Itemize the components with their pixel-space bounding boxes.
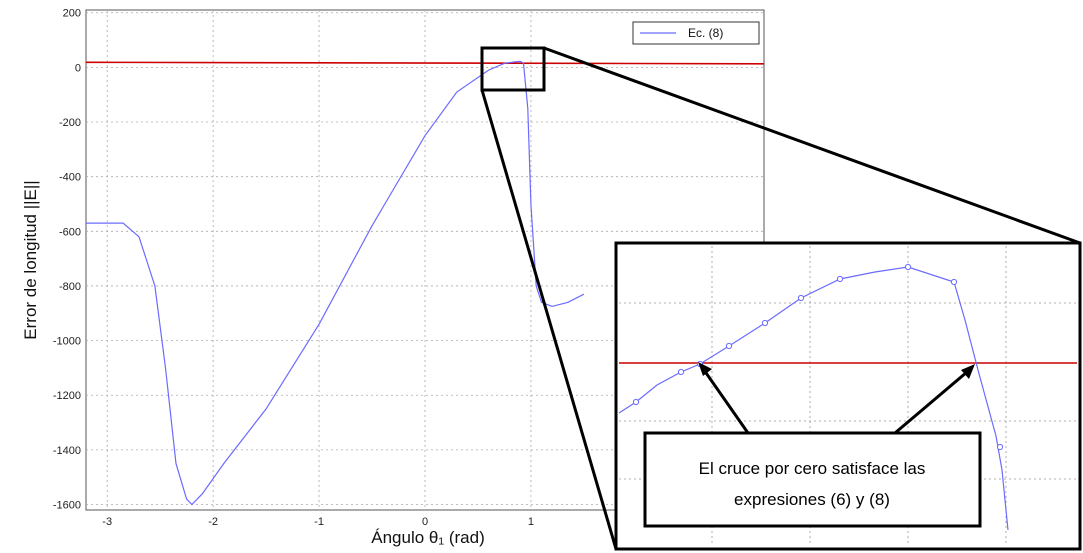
x-tick-label: 1 — [528, 516, 534, 528]
x-axis-ticks: -3 -2 -1 0 1 — [102, 516, 534, 528]
y-tick-label: -1600 — [53, 500, 81, 512]
annotation-text-line2: expresiones (6) y (8) — [734, 490, 890, 509]
y-axis-ticks: 200 0 -200 -400 -600 -800 -1000 -1200 -1400 -1600 — [53, 8, 81, 512]
legend-entry-label: Ec. (8) — [688, 26, 723, 40]
inset-marker — [761, 319, 769, 327]
x-tick-label: -1 — [314, 516, 324, 528]
x-axis-label: Ángulo θ₁ (rad) — [371, 528, 484, 547]
x-tick-label: 0 — [422, 516, 428, 528]
zoom-inset: El cruce por cero satisface las expresio… — [614, 241, 1082, 551]
annotation-text-line1: El cruce por cero satisface las — [699, 459, 926, 478]
inset-marker — [725, 342, 733, 350]
y-tick-label: 0 — [75, 62, 81, 74]
inset-marker — [950, 278, 958, 286]
zoom-selection-box — [480, 46, 546, 92]
zoom-connector-top — [543, 46, 1081, 245]
inset-marker — [996, 443, 1004, 451]
y-tick-label: -600 — [59, 226, 81, 238]
legend: Ec. (8) — [632, 21, 760, 45]
inset-marker — [904, 263, 912, 271]
inset-marker — [836, 275, 844, 283]
inset-marker — [677, 368, 685, 376]
inset-marker — [632, 398, 640, 406]
y-axis-label: Error de longitud ||E|| — [21, 180, 40, 339]
y-tick-label: -1200 — [53, 390, 81, 402]
x-tick-label: -3 — [102, 516, 112, 528]
y-tick-label: -200 — [59, 117, 81, 129]
arrowhead-right — [961, 364, 975, 379]
zoom-connector-bottom — [480, 89, 618, 550]
y-tick-label: -1400 — [53, 445, 81, 457]
y-tick-label: -1000 — [53, 336, 81, 348]
arrow-right — [894, 370, 968, 435]
zero-reference-line — [86, 61, 764, 65]
y-tick-label: 200 — [63, 8, 81, 20]
series-line-ec8 — [86, 60, 585, 506]
y-tick-label: -800 — [59, 281, 81, 293]
inset-marker — [797, 294, 805, 302]
arrowhead-left — [698, 362, 712, 376]
x-tick-label: -2 — [208, 516, 218, 528]
arrow-left — [702, 369, 750, 434]
annotation-box — [643, 431, 982, 528]
y-tick-label: -400 — [59, 172, 81, 184]
